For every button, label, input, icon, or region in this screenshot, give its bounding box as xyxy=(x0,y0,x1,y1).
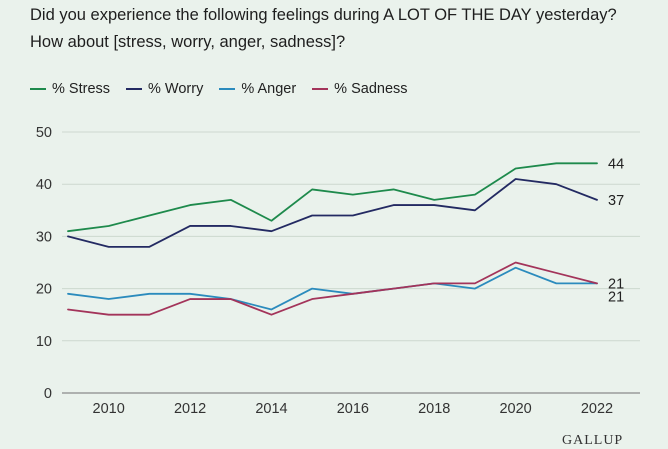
x-tick-label-2018: 2018 xyxy=(418,401,450,417)
legend-swatch-anger xyxy=(219,88,236,90)
series-line-anger xyxy=(67,266,598,311)
end-label-worry: 37 xyxy=(608,193,624,209)
x-tick-label-2022: 2022 xyxy=(581,401,613,417)
y-tick-label-40: 40 xyxy=(36,177,52,193)
legend-label-worry: % Worry xyxy=(148,81,204,97)
x-tick-label-2012: 2012 xyxy=(174,401,206,417)
gallup-logo: GALLUP xyxy=(562,433,624,448)
x-tick-label-2014: 2014 xyxy=(255,401,287,417)
x-tick-label-2016: 2016 xyxy=(337,401,369,417)
chart-legend: % Stress % Worry % Anger % Sadness xyxy=(30,79,424,99)
chart-title: Did you experience the following feeling… xyxy=(30,6,617,51)
y-tick-label-50: 50 xyxy=(36,125,52,141)
legend-item-anger: % Anger xyxy=(219,81,296,97)
y-tick-label-10: 10 xyxy=(36,334,52,350)
legend-label-sadness: % Sadness xyxy=(334,81,408,97)
legend-swatch-worry xyxy=(126,88,143,90)
legend-swatch-stress xyxy=(30,88,46,90)
y-tick-label-20: 20 xyxy=(36,282,52,298)
legend-item-stress: % Stress xyxy=(30,81,110,97)
end-label-sadness: 21 xyxy=(608,289,624,305)
legend-label-anger: % Anger xyxy=(241,81,297,97)
end-label-anger: 21 xyxy=(608,276,624,292)
y-tick-label-0: 0 xyxy=(44,386,52,402)
x-tick-label-2020: 2020 xyxy=(499,401,531,417)
legend-label-stress: % Stress xyxy=(52,81,111,97)
legend-item-worry: % Worry xyxy=(126,81,203,97)
legend-swatch-sadness xyxy=(312,88,329,90)
series-line-worry xyxy=(67,178,598,248)
series-line-stress xyxy=(67,162,598,233)
x-tick-label-2010: 2010 xyxy=(93,401,125,417)
legend-item-sadness: % Sadness xyxy=(312,81,408,97)
end-label-stress: 44 xyxy=(608,156,624,172)
series-line-sadness xyxy=(67,261,598,316)
y-tick-label-30: 30 xyxy=(36,229,52,245)
